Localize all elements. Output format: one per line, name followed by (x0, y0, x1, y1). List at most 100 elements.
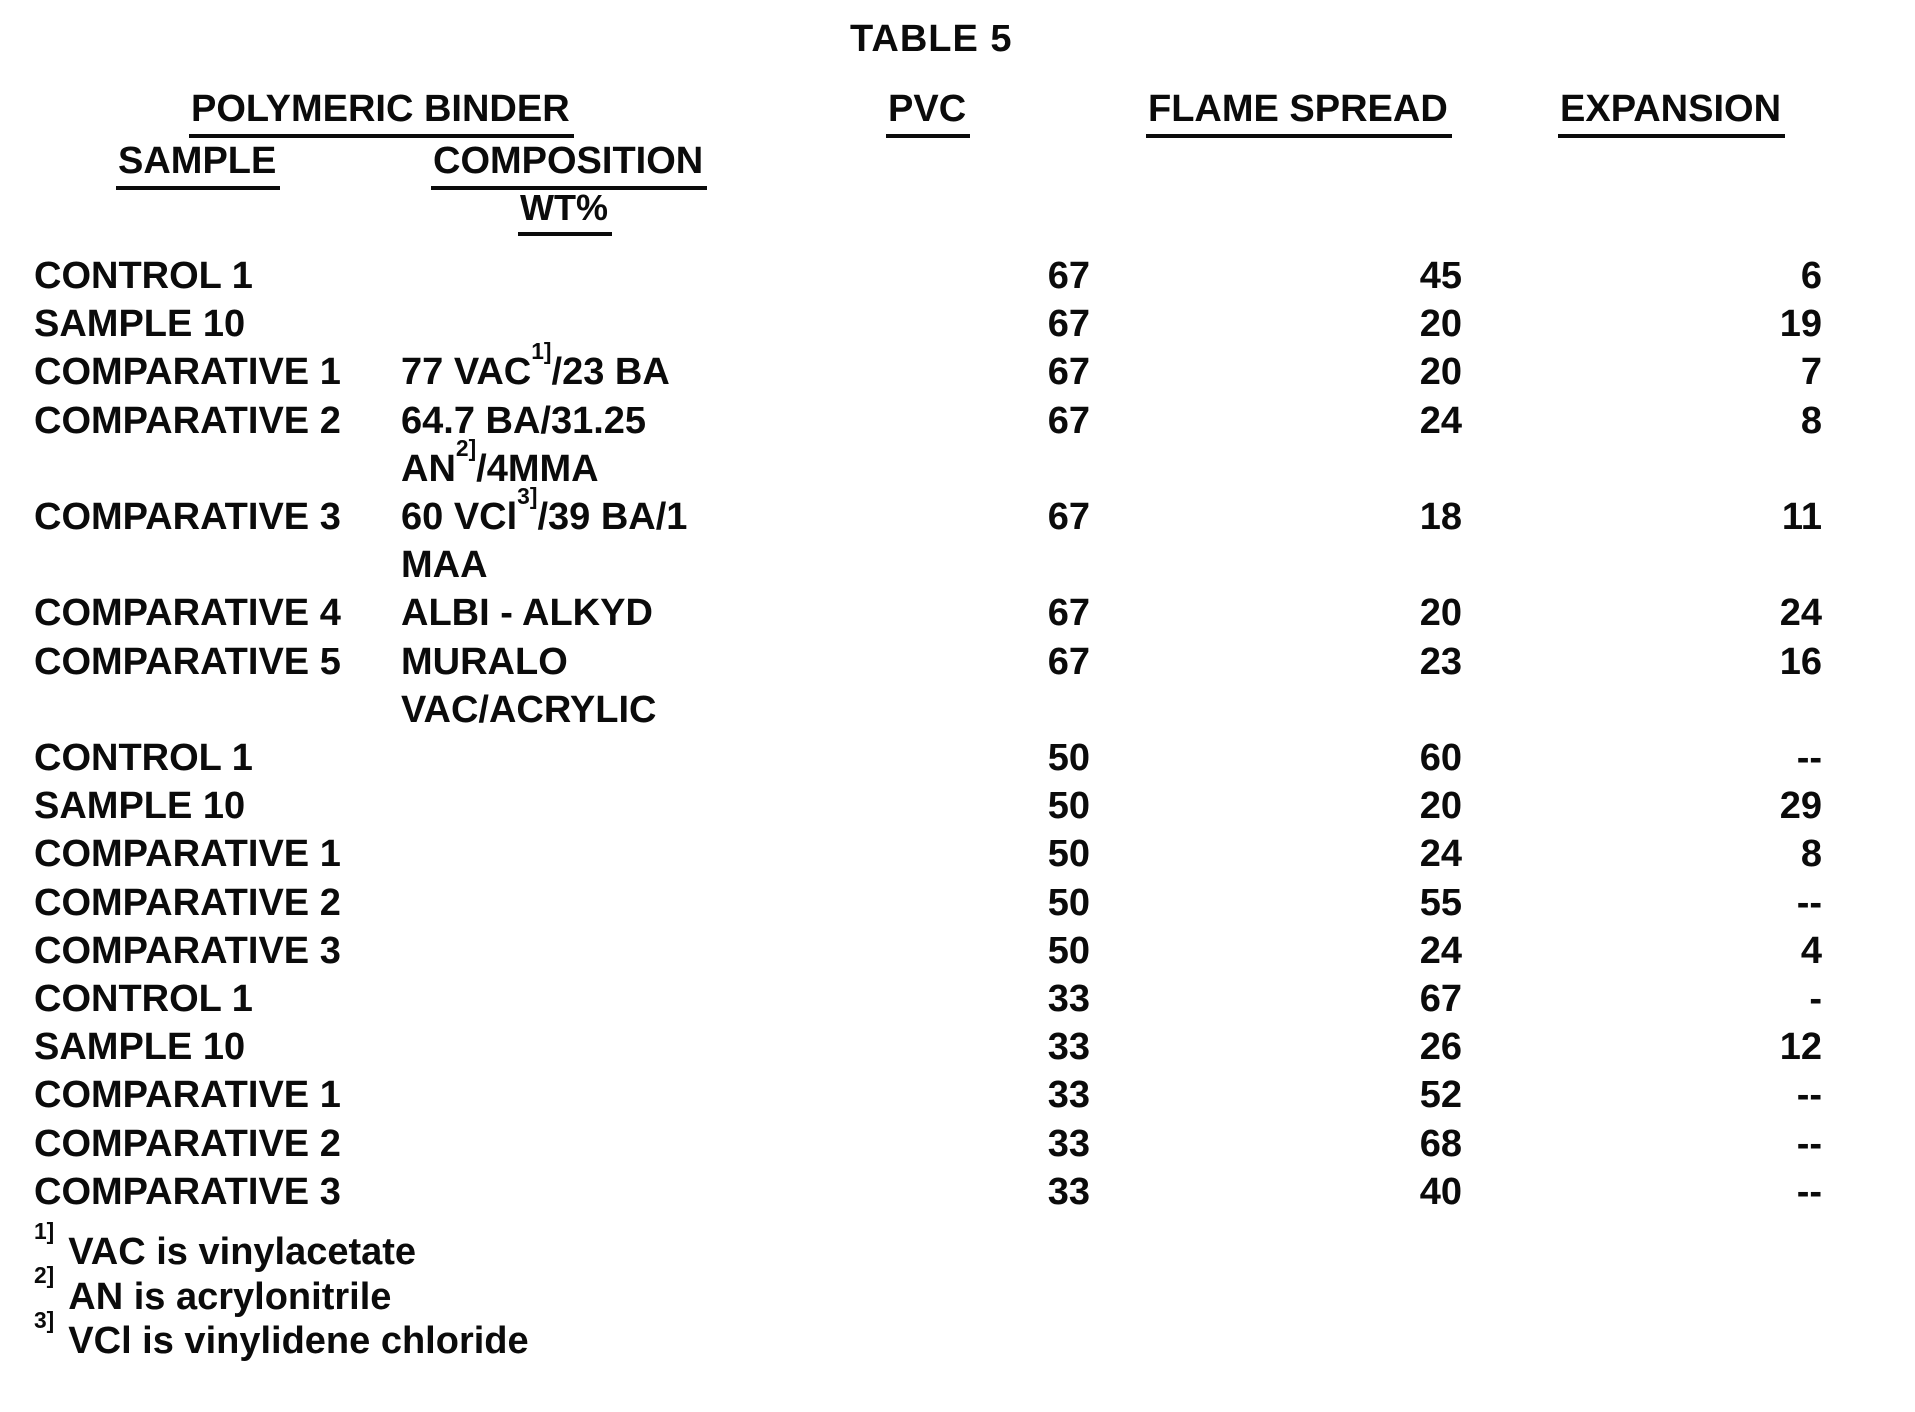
flame-spread-cell: 24 (1419, 399, 1462, 442)
expansion-cell: -- (1796, 737, 1822, 780)
flame-spread-cell: 20 (1419, 785, 1462, 828)
expansion-cell: 12 (1779, 1026, 1822, 1069)
column-header-polymeric-binder: POLYMERIC BINDER (189, 88, 574, 138)
expansion-cell: -- (1796, 1170, 1822, 1213)
pvc-cell: 50 (1047, 785, 1090, 828)
flame-spread-cell: 55 (1419, 881, 1462, 924)
composition-line: 77 VAC1]/23 BA (401, 338, 670, 394)
expansion-cell: 29 (1779, 785, 1822, 828)
composition-line: MURALO (401, 640, 568, 683)
sample-cell: COMPARATIVE 2 (34, 1122, 341, 1165)
flame-spread-cell: 67 (1419, 978, 1462, 1021)
column-header-polymeric-binder-label: POLYMERIC BINDER (189, 88, 574, 138)
composition-line: 60 VCl3]/39 BA/1 (401, 482, 688, 539)
flame-spread-cell: 18 (1419, 496, 1462, 539)
pvc-cell: 67 (1047, 351, 1090, 394)
column-header-flame-spread: FLAME SPREAD (1146, 88, 1452, 138)
table-row: COMPARATIVE 2 64.7 BA/31.25 AN2]/4MMA 67 24 8 (34, 397, 1822, 493)
sample-cell: COMPARATIVE 1 (34, 833, 341, 876)
table-row: COMPARATIVE 3 33 40 -- (34, 1168, 1822, 1216)
pvc-cell: 50 (1047, 929, 1090, 972)
expansion-cell: 24 (1779, 592, 1822, 635)
expansion-cell: 7 (1800, 351, 1822, 394)
table-row: COMPARATIVE 3 60 VCl3]/39 BA/1 MAA 67 18 11 (34, 482, 1822, 589)
column-header-flame-spread-label: FLAME SPREAD (1146, 88, 1452, 138)
composition-cell: 64.7 BA/31.25 AN2]/4MMA (401, 397, 681, 493)
table-title: TABLE 5 (850, 18, 1013, 60)
sample-cell: COMPARATIVE 3 (34, 1170, 341, 1213)
footnote-text: AN is acrylonitrile (68, 1275, 392, 1318)
flame-spread-cell: 20 (1419, 351, 1462, 394)
flame-spread-cell: 23 (1419, 640, 1462, 683)
expansion-cell: -- (1796, 1122, 1822, 1165)
composition-cell: 77 VAC1]/23 BA (401, 338, 681, 396)
footnote: 1] VAC is vinylacetate (34, 1220, 529, 1275)
pvc-cell: 67 (1047, 496, 1090, 539)
pvc-cell: 33 (1047, 978, 1090, 1021)
flame-spread-cell: 24 (1419, 833, 1462, 876)
column-header-composition-unit-label: WT% (518, 187, 612, 236)
pvc-cell: 67 (1047, 399, 1090, 442)
flame-spread-cell: 45 (1419, 255, 1462, 297)
pvc-cell: 50 (1047, 881, 1090, 924)
pvc-cell: 50 (1047, 833, 1090, 876)
pvc-cell: 33 (1047, 1170, 1090, 1213)
expansion-cell: 16 (1779, 640, 1822, 683)
sample-cell: COMPARATIVE 3 (34, 496, 341, 539)
table-row: COMPARATIVE 5 MURALO VAC/ACRYLIC 67 23 16 (34, 638, 1822, 734)
composition-cell: MURALO VAC/ACRYLIC (401, 638, 681, 734)
column-header-composition: COMPOSITION (431, 140, 708, 190)
column-header-expansion-label: EXPANSION (1558, 88, 1786, 138)
expansion-cell: -- (1796, 1074, 1822, 1117)
composition-line: AN2]/4MMA (401, 434, 599, 490)
footnote-ref: 3] (517, 482, 538, 509)
pvc-cell: 67 (1047, 640, 1090, 683)
footnote-marker: 2] (34, 1262, 55, 1289)
table-row: SAMPLE 10 33 26 12 (34, 1023, 1822, 1071)
sample-cell: CONTROL 1 (34, 255, 253, 297)
sample-cell: SAMPLE 10 (34, 785, 246, 828)
expansion-cell: 11 (1781, 496, 1822, 539)
flame-spread-cell: 26 (1419, 1026, 1462, 1069)
flame-spread-cell: 68 (1419, 1122, 1462, 1165)
footnote-ref: 1] (531, 338, 552, 365)
column-header-pvc-label: PVC (886, 88, 971, 138)
expansion-cell: 8 (1800, 399, 1822, 442)
table-row: SAMPLE 10 50 20 29 (34, 782, 1822, 830)
column-header-composition-label: COMPOSITION (431, 140, 708, 190)
column-header-expansion: EXPANSION (1558, 88, 1786, 138)
table-row: SAMPLE 10 67 20 19 (34, 300, 1822, 348)
pvc-cell: 67 (1047, 303, 1090, 346)
composition-line: 64.7 BA/31.25 (401, 399, 647, 442)
footnote-marker: 3] (34, 1306, 55, 1333)
sample-cell: SAMPLE 10 (34, 303, 246, 346)
expansion-cell: 4 (1800, 929, 1822, 972)
composition-cell: ALBI - ALKYD (401, 589, 681, 637)
table-row: COMPARATIVE 4 ALBI - ALKYD 67 20 24 (34, 589, 1822, 637)
sample-cell: COMPARATIVE 1 (34, 1074, 341, 1117)
pvc-cell: 50 (1047, 737, 1090, 780)
composition-cell: 60 VCl3]/39 BA/1 MAA (401, 482, 688, 589)
footnote-ref: 2] (455, 434, 477, 461)
footnote-text: VAC is vinylacetate (68, 1231, 417, 1273)
expansion-cell: - (1809, 978, 1822, 1021)
table-row: CONTROL 1 67 45 6 (34, 252, 1822, 300)
expansion-cell: 6 (1800, 255, 1822, 297)
flame-spread-cell: 52 (1419, 1074, 1462, 1117)
flame-spread-cell: 24 (1419, 929, 1462, 972)
pvc-cell: 33 (1047, 1122, 1090, 1165)
sample-cell: CONTROL 1 (34, 737, 253, 780)
pvc-cell: 33 (1047, 1026, 1090, 1069)
pvc-cell: 67 (1047, 255, 1090, 297)
table-row: COMPARATIVE 2 50 55 -- (34, 879, 1822, 927)
composition-line: ALBI - ALKYD (401, 592, 653, 635)
flame-spread-cell: 20 (1419, 303, 1462, 346)
table-row: COMPARATIVE 1 77 VAC1]/23 BA 67 20 7 (34, 338, 1822, 396)
table-row: CONTROL 1 33 67 - (34, 975, 1822, 1023)
table-row: CONTROL 1 50 60 -- (34, 734, 1822, 782)
table-row: COMPARATIVE 3 50 24 4 (34, 927, 1822, 975)
sample-cell: COMPARATIVE 2 (34, 881, 341, 924)
footnote-marker: 1] (34, 1217, 55, 1244)
table-row: COMPARATIVE 1 33 52 -- (34, 1071, 1822, 1119)
